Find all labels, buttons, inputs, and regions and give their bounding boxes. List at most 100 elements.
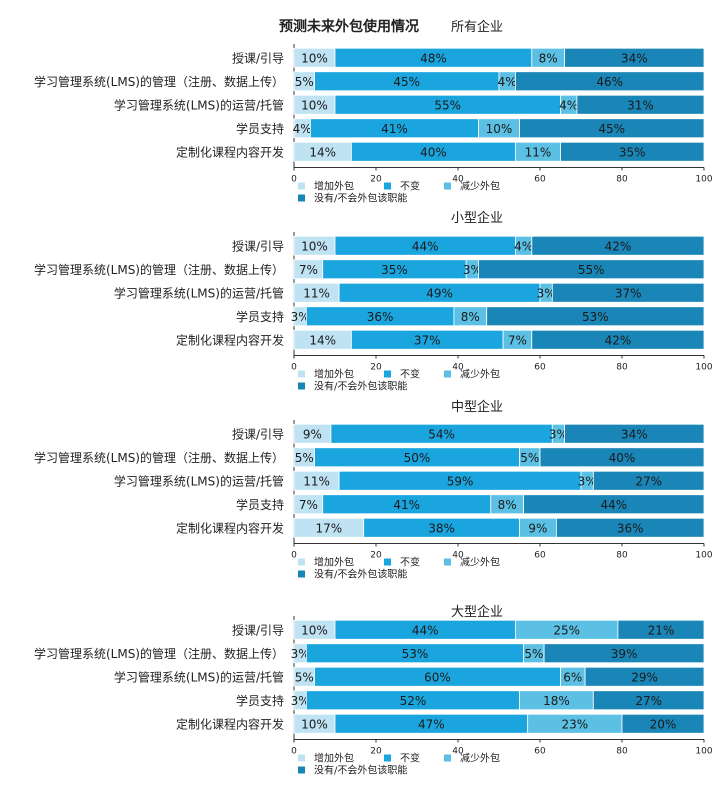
- legend-swatch: [384, 182, 391, 190]
- bar-segment: [564, 423, 705, 444]
- bar-segment: [592, 470, 705, 491]
- data-label: 27%: [635, 474, 662, 488]
- panel-title: 所有企业: [451, 19, 503, 35]
- x-tick-label: 40: [452, 175, 464, 185]
- x-tick-label: 80: [616, 551, 628, 561]
- category-label: 定制化课程内容开发: [176, 520, 284, 535]
- bar-segment: [539, 447, 705, 468]
- panel-title: 中型企业: [451, 399, 503, 415]
- data-label: 11%: [303, 286, 330, 300]
- data-label: 3%: [578, 474, 597, 488]
- category-label: 定制化课程内容开发: [176, 332, 284, 347]
- legend-label: 增加外包: [314, 368, 354, 381]
- category-label: 学习管理系统(LMS)的运营/托管: [114, 97, 284, 112]
- legend-label: 减少外包: [460, 180, 500, 193]
- x-tick-label: 100: [695, 363, 712, 373]
- data-label: 3%: [291, 647, 310, 661]
- data-label: 37%: [414, 333, 441, 347]
- x-tick-label: 100: [695, 551, 712, 561]
- legend-label: 增加外包: [314, 752, 354, 765]
- x-tick-label: 80: [616, 363, 628, 373]
- x-tick-label: 100: [695, 175, 712, 185]
- x-tick-label: 40: [452, 747, 464, 757]
- data-label: 42%: [605, 239, 632, 253]
- bar-segment: [621, 713, 705, 734]
- data-label: 55%: [434, 98, 461, 112]
- data-label: 21%: [648, 623, 675, 637]
- data-label: 60%: [424, 670, 451, 684]
- data-label: 4%: [498, 75, 517, 89]
- x-tick-label: 0: [291, 363, 297, 373]
- data-label: 36%: [617, 521, 644, 535]
- data-label: 39%: [611, 647, 638, 661]
- data-label: 40%: [609, 451, 636, 465]
- category-label: 学员支持: [236, 497, 284, 512]
- data-label: 7%: [508, 333, 527, 347]
- chart-panel-1: 所有企业 0 20 40 60 80 100 授课/引导 10% 48% 8% 34% 学习管理系统(L…: [34, 19, 713, 205]
- legend-label: 减少外包: [460, 752, 500, 765]
- legend-swatch: [298, 570, 305, 578]
- data-label: 40%: [420, 145, 447, 159]
- data-label: 5%: [295, 75, 314, 89]
- data-label: 55%: [578, 263, 605, 277]
- data-label: 41%: [381, 122, 408, 136]
- category-label: 授课/引导: [232, 238, 284, 253]
- bar-segment: [560, 141, 705, 162]
- data-label: 3%: [291, 310, 310, 324]
- data-label: 31%: [627, 98, 654, 112]
- category-label: 学习管理系统(LMS)的管理（注册、数据上传）: [34, 646, 284, 661]
- data-label: 49%: [426, 286, 453, 300]
- data-label: 3%: [463, 263, 482, 277]
- bar-segment: [486, 306, 705, 327]
- category-label: 授课/引导: [232, 50, 284, 65]
- data-label: 34%: [621, 51, 648, 65]
- data-label: 45%: [598, 122, 625, 136]
- bar-segment: [592, 690, 705, 711]
- data-label: 48%: [420, 51, 447, 65]
- data-label: 17%: [316, 521, 343, 535]
- data-label: 38%: [428, 521, 455, 535]
- legend-label: 减少外包: [460, 368, 500, 381]
- data-label: 6%: [563, 670, 582, 684]
- x-tick-label: 100: [695, 747, 712, 757]
- data-label: 5%: [295, 451, 314, 465]
- x-tick-label: 40: [452, 363, 464, 373]
- legend-label: 没有/不会外包该职能: [314, 380, 407, 393]
- category-label: 学习管理系统(LMS)的运营/托管: [114, 473, 284, 488]
- category-label: 学习管理系统(LMS)的运营/托管: [114, 285, 284, 300]
- legend-swatch: [298, 182, 305, 190]
- data-label: 44%: [412, 623, 439, 637]
- legend-swatch: [444, 558, 451, 566]
- category-label: 学员支持: [236, 693, 284, 708]
- legend-swatch: [444, 182, 451, 190]
- bar-segment: [531, 329, 705, 350]
- category-label: 授课/引导: [232, 622, 284, 637]
- data-label: 41%: [393, 498, 420, 512]
- legend-label: 没有/不会外包该职能: [314, 192, 407, 205]
- legend-label: 不变: [400, 368, 420, 381]
- data-label: 9%: [303, 427, 322, 441]
- legend-label: 不变: [400, 556, 420, 569]
- category-label: 学员支持: [236, 121, 284, 136]
- legend-swatch: [384, 754, 391, 762]
- data-label: 10%: [301, 51, 328, 65]
- data-label: 20%: [650, 717, 677, 731]
- category-label: 学员支持: [236, 309, 284, 324]
- data-label: 11%: [525, 145, 552, 159]
- panel-title: 小型企业: [451, 210, 503, 226]
- legend-swatch: [384, 370, 391, 378]
- data-label: 35%: [619, 145, 646, 159]
- bar-segment: [564, 47, 705, 68]
- bar-segment: [531, 235, 705, 256]
- data-label: 8%: [461, 310, 480, 324]
- panel-title: 大型企业: [451, 604, 503, 620]
- data-label: 9%: [528, 521, 547, 535]
- legend-label: 没有/不会外包该职能: [314, 568, 407, 581]
- category-label: 学习管理系统(LMS)的管理（注册、数据上传）: [34, 74, 284, 89]
- data-label: 27%: [635, 694, 662, 708]
- legend-swatch: [444, 370, 451, 378]
